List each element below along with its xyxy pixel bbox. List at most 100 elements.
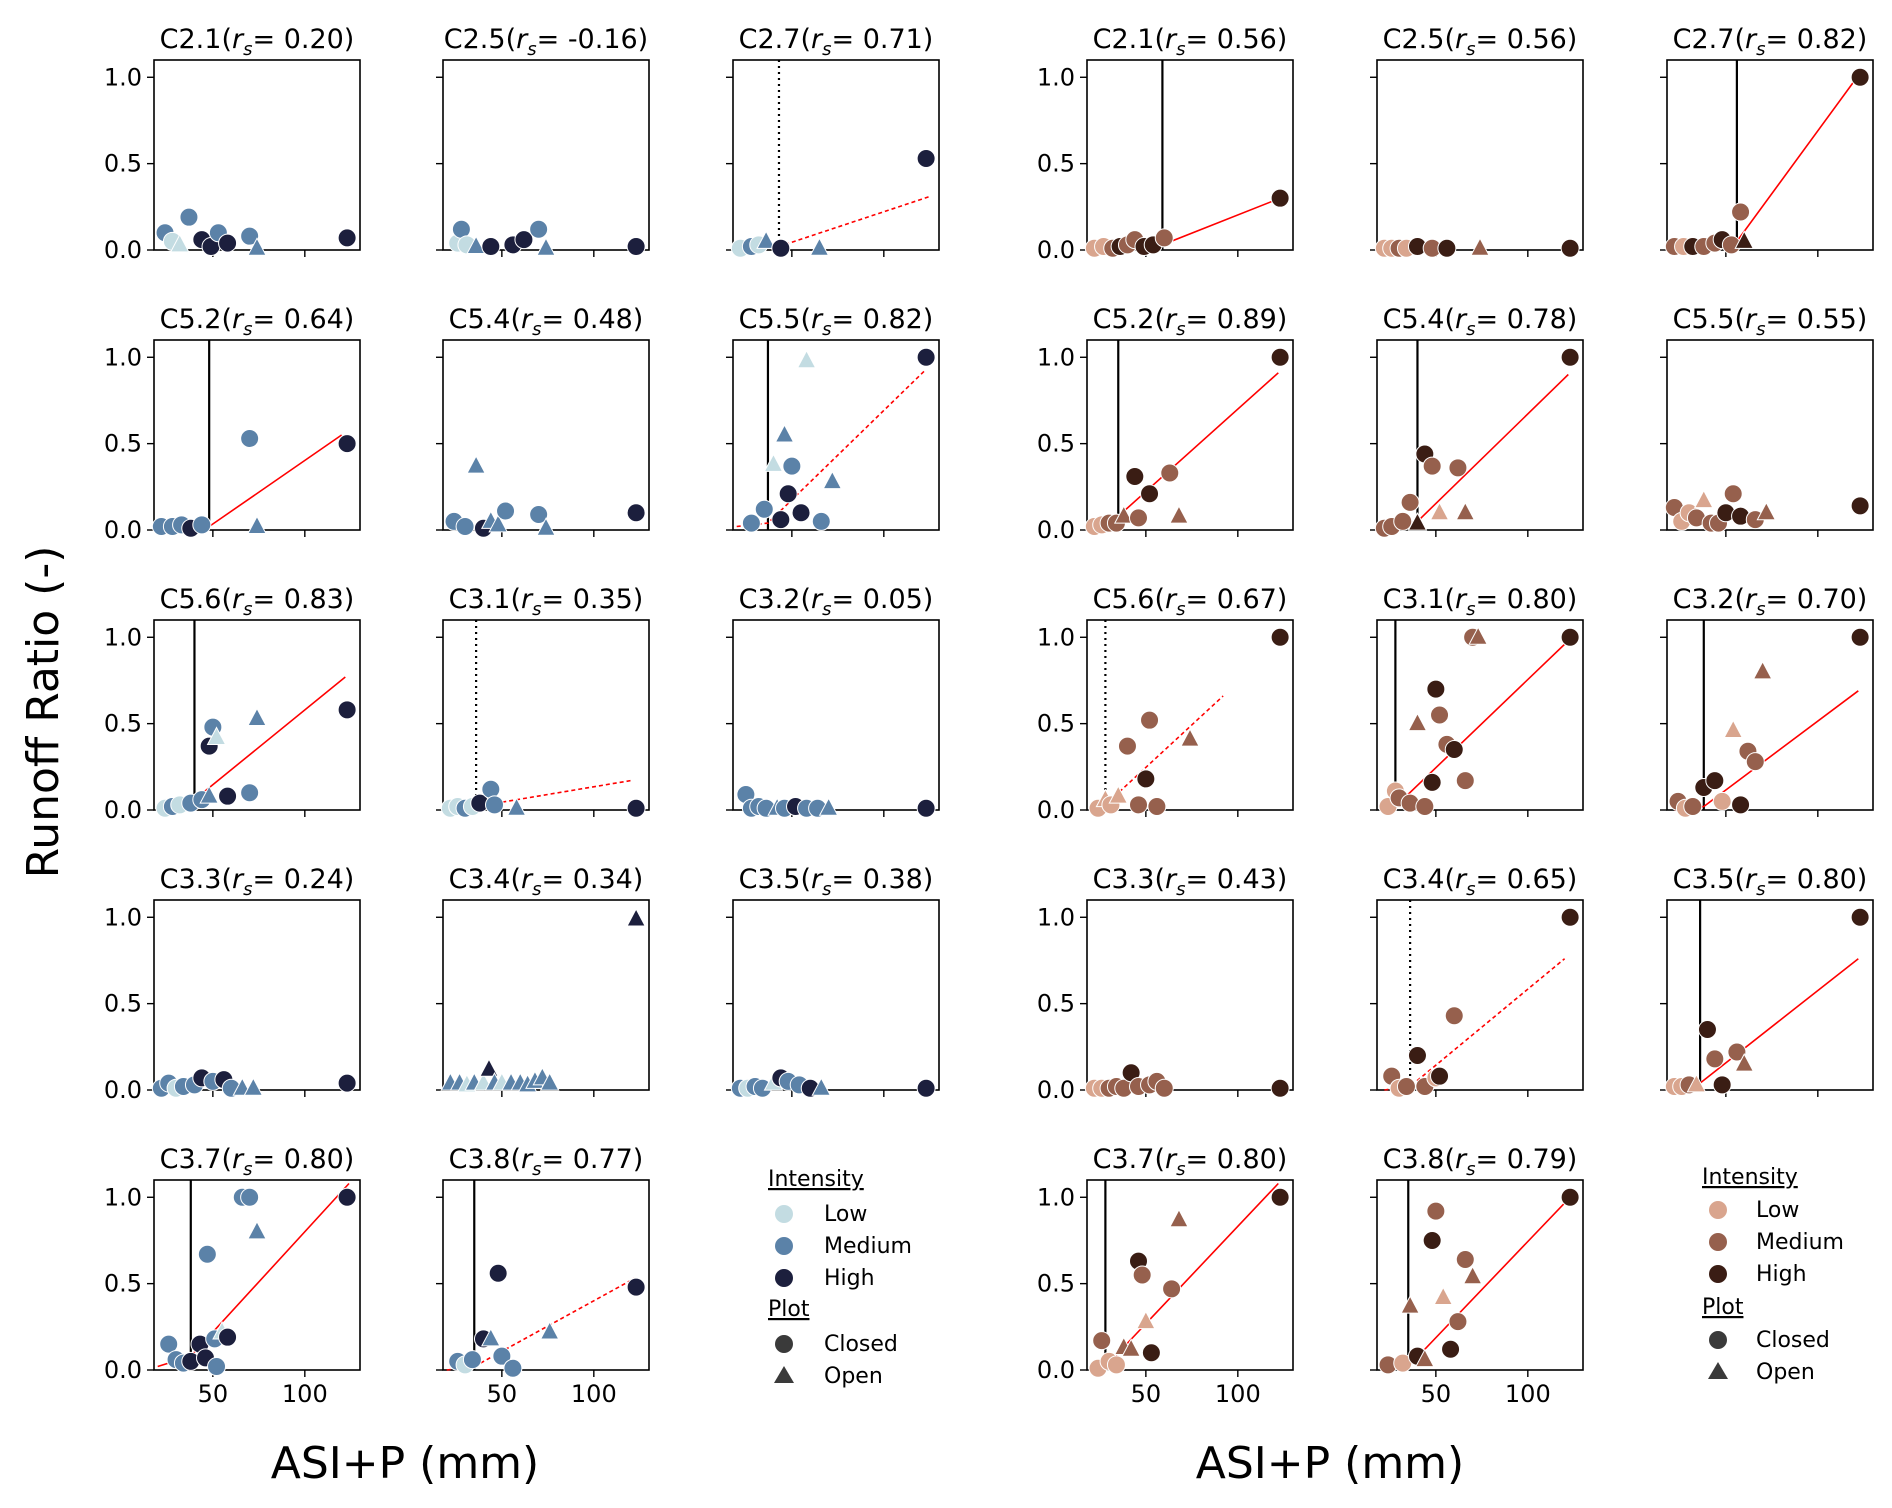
data-point-open [169, 233, 190, 253]
data-point-closed [1560, 627, 1580, 647]
panel-frame [1666, 619, 1874, 811]
panel-frame [1376, 899, 1584, 1091]
data-point-closed [1132, 1265, 1152, 1285]
data-point-closed [916, 1078, 936, 1098]
data-point-closed [1270, 1187, 1290, 1207]
panel-brown-C5.5: C5.5(rs= 0.55) [1660, 304, 1874, 537]
legend-right: Intensity Low Medium High Plot Closed Op… [1702, 1165, 1844, 1385]
data-point-closed [778, 484, 798, 504]
data-point-closed [240, 783, 260, 803]
panel-title-value: = 0.34) [541, 864, 643, 895]
data-point-closed [481, 779, 501, 799]
data-point-closed [741, 513, 761, 533]
data-point-closed [1745, 752, 1765, 772]
data-point-closed [1106, 1355, 1126, 1375]
data-point-closed [1437, 238, 1457, 258]
panel-title-value: = 0.83) [252, 584, 354, 615]
panel-title-r: r [811, 584, 824, 615]
panel-frame [732, 619, 940, 811]
panel-title-site: C5.6( [160, 584, 232, 615]
data-point-closed [1560, 907, 1580, 927]
data-point-closed [485, 795, 504, 815]
y-tick-label: 1.0 [1037, 623, 1075, 651]
data-point-closed [782, 456, 802, 476]
data-point-closed [1712, 791, 1732, 811]
data-point-closed [159, 1334, 179, 1354]
panel-title-r: r [1455, 24, 1468, 55]
panel-title: C3.7(rs= 0.80) [1093, 1144, 1288, 1180]
panel-title-site: C3.2( [739, 584, 811, 615]
panel-title-value: = 0.82) [831, 304, 933, 335]
data-point-closed [1393, 511, 1413, 531]
panel-title-sub: s [532, 599, 541, 620]
panel-title-r: r [1745, 24, 1758, 55]
panel-title-sub: s [1466, 1159, 1475, 1180]
data-point-closed [1448, 458, 1468, 478]
panel-frame [1086, 899, 1294, 1091]
data-point-open [1734, 230, 1755, 249]
legend-left-medium-label: Medium [824, 1234, 912, 1259]
data-point-closed [1430, 705, 1450, 725]
panel-title-r: r [232, 24, 245, 55]
panel-title-r: r [521, 1144, 534, 1175]
data-point-open [1113, 505, 1134, 524]
data-point-closed [1448, 1312, 1468, 1332]
panel-title-r: r [1745, 864, 1758, 895]
data-point-closed [1422, 772, 1442, 792]
panel-title-value: = 0.64) [252, 304, 354, 335]
data-point-open [243, 1077, 264, 1096]
data-point-closed [1270, 188, 1290, 208]
y-tick-label: 1.0 [104, 343, 142, 371]
data-point-closed [1455, 771, 1475, 791]
data-point-closed [1422, 456, 1442, 476]
panel-title: C3.2(rs= 0.70) [1673, 584, 1868, 620]
data-point-open [1752, 660, 1773, 680]
panel-title-r: r [1165, 864, 1178, 895]
panel-title-site: C3.3( [1093, 864, 1165, 895]
panel-brown-C2.1: C2.1(rs= 0.56) 0.0 0.5 1.0 [1037, 24, 1294, 264]
data-point-open [1470, 237, 1490, 256]
data-point-open [1429, 501, 1450, 521]
panel-title: C3.3(rs= 0.43) [1093, 864, 1288, 900]
panel-brown-C3.5: C3.5(rs= 0.80) [1660, 864, 1874, 1097]
data-point-closed [192, 515, 212, 535]
panel-title-site: C2.7( [1673, 24, 1745, 55]
data-point-open [536, 517, 556, 536]
data-point-open [811, 1077, 832, 1096]
panel-title-value: = 0.43) [1185, 864, 1287, 895]
legend-left-plot-title: Plot [768, 1297, 810, 1322]
panel-title-sub: s [1176, 39, 1185, 60]
panel-title-value: = 0.56) [1185, 24, 1287, 55]
data-point-closed [1560, 238, 1580, 258]
data-point-closed [1270, 1078, 1290, 1098]
panel-title-value: = 0.71) [831, 24, 933, 55]
data-point-closed [1731, 202, 1751, 222]
data-point-open [506, 797, 527, 816]
data-point-closed [218, 233, 238, 253]
panel-brown-C3.4: C3.4(rs= 0.65) [1370, 864, 1584, 1098]
panel-frame [1376, 339, 1584, 531]
fit-line [1093, 372, 1279, 531]
panel-title-value: = 0.20) [252, 24, 354, 55]
panel-title-site: C3.1( [1383, 584, 1455, 615]
data-point-closed [1850, 627, 1870, 647]
panel-frame [442, 339, 650, 531]
panel-brown-C2.7: C2.7(rs= 0.82) [1660, 24, 1874, 257]
data-point-open [247, 237, 267, 256]
panel-title-r: r [811, 24, 824, 55]
legend-left-high-marker [775, 1269, 793, 1287]
panel-title: C5.5(rs= 0.55) [1673, 304, 1868, 340]
data-point-open [479, 1058, 499, 1077]
panel-frame [153, 619, 361, 811]
legend-right-open-label: Open [1756, 1360, 1815, 1385]
data-point-closed [1430, 1066, 1450, 1086]
panel-title-sub: s [243, 319, 252, 340]
panel-blue-C3.4: C3.4(rs= 0.34) [436, 864, 650, 1097]
panel-title-sub: s [532, 319, 541, 340]
panel-title-sub: s [527, 39, 536, 60]
legend-right-intensity-title: Intensity [1702, 1165, 1798, 1190]
data-point-open [1462, 1265, 1483, 1285]
data-point-closed [337, 434, 357, 454]
data-point-closed [791, 503, 811, 523]
